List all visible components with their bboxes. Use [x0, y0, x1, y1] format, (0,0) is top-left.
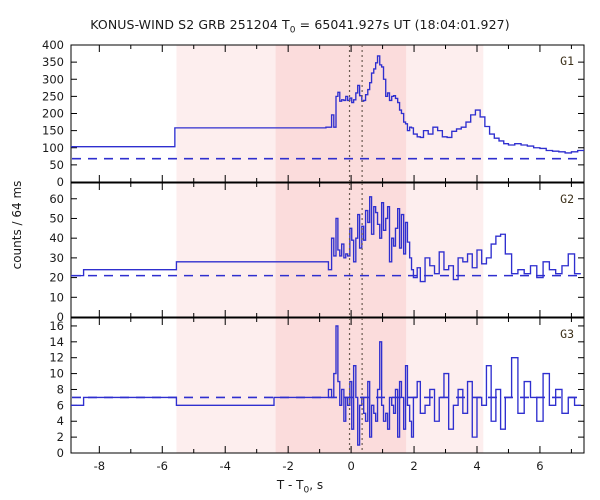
- y-axis-label: counts / 64 ms: [10, 180, 24, 270]
- panel-label-g1: G1: [560, 54, 574, 68]
- panel-g2: 0 10 20 30 40 50 60 G2: [49, 182, 585, 324]
- shaded-interval-dark: [275, 45, 407, 453]
- y-tick-label: 40: [49, 231, 64, 245]
- y-tick-label: 0: [57, 175, 64, 189]
- panel-g3: 0 2 4 6 810 12 14 16 G3 -8 -6 -4 -2 0 2 4 6: [49, 317, 585, 473]
- x-tick-label: -2: [282, 459, 293, 473]
- y-tick-label: 350: [42, 55, 64, 69]
- chart-title: KONUS-WIND S2 GRB 251204 T0 = 65041.927s…: [0, 17, 600, 36]
- y-tick-label: 20: [49, 271, 64, 285]
- panel-label-g2: G2: [560, 192, 574, 206]
- light-curve-g3: [71, 325, 581, 446]
- y-tick-label: 400: [42, 38, 64, 52]
- y-tick-label: 300: [42, 72, 64, 86]
- y-tick-label: 50: [49, 211, 64, 225]
- chart-title-tail: = 65041.927s UT (18:04:01.927): [295, 17, 510, 32]
- y-tick-label: 200: [42, 107, 64, 121]
- y-tick-label: 6: [57, 398, 64, 412]
- y-tick-label: 250: [42, 89, 64, 103]
- panel-frame: [70, 317, 585, 454]
- y-tick-label: 4: [57, 414, 64, 428]
- y-tick-label: 60: [49, 192, 64, 206]
- x-axis-label: T - T0, s: [0, 478, 600, 495]
- x-tick-label: 4: [473, 459, 480, 473]
- x-tick-label: -4: [219, 459, 230, 473]
- y-tick-label: 2: [57, 430, 64, 444]
- y-tick-label: 50: [49, 158, 64, 172]
- y-tick-label: 0: [57, 310, 64, 324]
- x-axis-label-pre: T - T: [276, 478, 304, 492]
- y-tick-label: 14: [49, 335, 64, 349]
- y-tick-label: 16: [49, 319, 64, 333]
- chart-title-main: KONUS-WIND S2 GRB 251204 T: [90, 17, 290, 32]
- x-tick-label: -6: [157, 459, 168, 473]
- y-tick-label: 8: [57, 382, 64, 396]
- light-curve-g2: [71, 196, 581, 283]
- x-tick-label: 2: [410, 459, 417, 473]
- panel-label-g3: G3: [560, 327, 574, 341]
- x-tick-label: 6: [536, 459, 543, 473]
- y-tick-label: 10: [49, 367, 64, 381]
- shaded-interval-light: [176, 45, 276, 453]
- y-tick-label: 150: [42, 124, 64, 138]
- y-tick-label: 0: [57, 446, 64, 460]
- y-tick-label: 100: [42, 141, 64, 155]
- light-curve-g1: [71, 55, 584, 154]
- y-tick-label: 12: [49, 351, 64, 365]
- x-tick-label: 0: [347, 459, 354, 473]
- chart-title-sub: 0: [289, 25, 296, 36]
- y-tick-label: 30: [49, 251, 64, 265]
- x-axis-label-sub: 0: [303, 485, 310, 496]
- panel-g1: 0 50 100 150 200 250 300 350 400 G1: [42, 38, 585, 189]
- y-tick-label: 10: [49, 290, 64, 304]
- shaded-interval-light: [406, 45, 484, 453]
- x-tick-label: -8: [94, 459, 105, 473]
- panel-frame: [70, 182, 585, 318]
- x-axis-label-post: , s: [309, 478, 324, 492]
